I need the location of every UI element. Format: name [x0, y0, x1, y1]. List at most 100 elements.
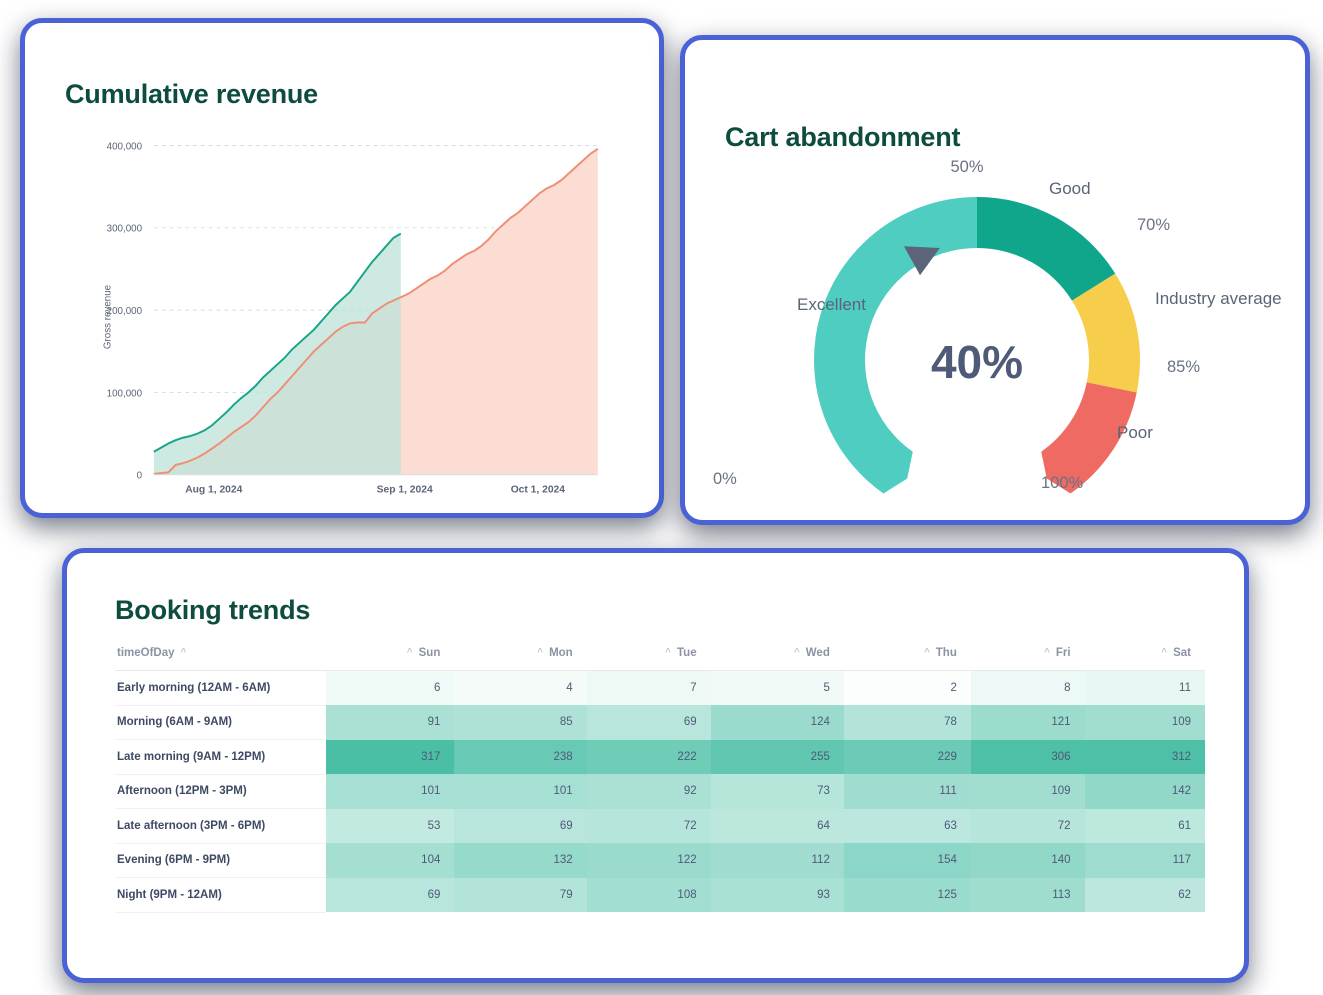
- heatmap-cell-tue[interactable]: 108: [586, 877, 711, 912]
- chevron-up-icon[interactable]: ^: [1044, 647, 1050, 658]
- gauge-band-label-excellent: Excellent: [797, 295, 866, 314]
- heatmap-cell-fri[interactable]: 113: [970, 877, 1085, 912]
- y-axis-tick-label: 0: [137, 471, 143, 482]
- chevron-up-icon[interactable]: ^: [406, 647, 413, 658]
- heatmap-cell-tue[interactable]: 92: [586, 774, 711, 809]
- heatmap-cell-fri[interactable]: 8: [970, 670, 1085, 705]
- heatmap-cell-wed[interactable]: 93: [710, 877, 844, 912]
- heatmap-cell-sat[interactable]: 11: [1084, 670, 1205, 705]
- column-header-label: Thu: [935, 647, 957, 659]
- heatmap-cell-sun[interactable]: 53: [326, 808, 455, 843]
- heatmap-cell-tue[interactable]: 222: [586, 739, 711, 774]
- gauge-band-industry-average[interactable]: [1071, 273, 1140, 393]
- gauge-band-good[interactable]: [977, 197, 1116, 301]
- column-header-timeofday[interactable]: timeOfDay ^: [115, 647, 326, 671]
- heatmap-cell-sat[interactable]: 109: [1084, 705, 1205, 740]
- heatmap-cell-wed[interactable]: 73: [710, 774, 844, 809]
- heatmap-cell-sat[interactable]: 62: [1084, 877, 1205, 912]
- heatmap-cell-thu[interactable]: 125: [843, 877, 971, 912]
- heatmap-cell-thu[interactable]: 78: [843, 705, 971, 740]
- heatmap-cell-mon[interactable]: 132: [454, 843, 587, 878]
- row-label: Late afternoon (3PM - 6PM): [115, 808, 326, 844]
- column-header-tue[interactable]: ^ Tue: [586, 647, 711, 671]
- heatmap-cell-tue[interactable]: 7: [586, 670, 711, 705]
- row-label: Night (9PM - 12AM): [115, 877, 326, 913]
- heatmap-cell-thu[interactable]: 229: [843, 739, 971, 774]
- heatmap-cell-sat[interactable]: 117: [1084, 843, 1205, 878]
- heatmap-cell-fri[interactable]: 72: [970, 808, 1085, 843]
- heatmap-cell-wed[interactable]: 255: [710, 739, 844, 774]
- column-header-sun[interactable]: ^ Sun: [326, 647, 455, 671]
- table-row[interactable]: Morning (6AM - 9AM) 91 85 69 124 78 121 109: [115, 705, 1205, 740]
- gauge-tick-label-0pct: 0%: [713, 470, 737, 488]
- heatmap-cell-sun[interactable]: 104: [326, 843, 455, 878]
- heatmap-cell-mon[interactable]: 238: [454, 739, 587, 774]
- column-header-sat[interactable]: ^ Sat: [1084, 647, 1205, 671]
- y-axis-tick-label: 400,000: [107, 141, 143, 152]
- chevron-up-icon[interactable]: ^: [923, 647, 930, 658]
- column-header-wed[interactable]: ^ Wed: [710, 647, 844, 671]
- heatmap-cell-sun[interactable]: 69: [326, 877, 455, 912]
- table-row[interactable]: Early morning (12AM - 6AM) 6 4 7 5 2 8 11: [115, 670, 1205, 706]
- gauge-band-excellent[interactable]: [814, 197, 977, 494]
- heatmap-cell-sun[interactable]: 91: [326, 705, 455, 740]
- heatmap-cell-mon[interactable]: 4: [454, 670, 587, 705]
- previous-period-area: [153, 233, 401, 475]
- cumulative-revenue-card: Cumulative revenue 0 100,000 200,000 300,00…: [20, 18, 664, 518]
- cumulative-revenue-area-chart[interactable]: 0 100,000 200,000 300,000 400,000 Gross reven…: [25, 23, 659, 513]
- heatmap-cell-thu[interactable]: 63: [843, 808, 971, 843]
- heatmap-cell-mon[interactable]: 101: [454, 774, 587, 809]
- column-header-thu[interactable]: ^ Thu: [843, 647, 971, 671]
- cart-abandonment-gauge[interactable]: 40% 0% 50% 70% 85% 100% Excellent Good Industry …: [705, 150, 1295, 520]
- table-row[interactable]: Afternoon (12PM - 3PM) 101 101 92 73 111 109 14…: [115, 774, 1205, 809]
- page-title-cumulative-revenue: Cumulative revenue: [65, 79, 318, 109]
- column-header-label: Mon: [549, 647, 573, 659]
- heatmap-cell-tue[interactable]: 122: [586, 843, 711, 878]
- heatmap-cell-tue[interactable]: 72: [586, 808, 711, 843]
- row-label: Early morning (12AM - 6AM): [115, 670, 326, 706]
- table-row[interactable]: Night (9PM - 12AM) 69 79 108 93 125 113 62: [115, 877, 1205, 913]
- heatmap-cell-wed[interactable]: 64: [710, 808, 844, 843]
- chevron-up-icon[interactable]: ^: [793, 647, 800, 658]
- heatmap-cell-tue[interactable]: 69: [586, 705, 711, 740]
- gauge-tick-label-50pct: 50%: [950, 158, 983, 176]
- heatmap-cell-sat[interactable]: 61: [1084, 808, 1205, 843]
- column-header-label: Sat: [1173, 647, 1191, 659]
- heatmap-cell-thu[interactable]: 111: [843, 774, 971, 809]
- table-row[interactable]: Evening (6PM - 9PM) 104 132 122 112 154 140 117: [115, 843, 1205, 878]
- booking-trends-table: timeOfDay ^ ^ Sun ^ Mon ^ Tue ^ Wed ^ Thu ^ Fri ^ Sat E…: [115, 647, 1205, 913]
- heatmap-cell-sat[interactable]: 142: [1084, 774, 1205, 809]
- column-header-label: Tue: [677, 647, 697, 659]
- chevron-up-icon[interactable]: ^: [537, 647, 544, 658]
- heatmap-cell-wed[interactable]: 112: [710, 843, 844, 878]
- heatmap-cell-sat[interactable]: 312: [1084, 739, 1205, 774]
- heatmap-cell-mon[interactable]: 69: [454, 808, 587, 843]
- table-row[interactable]: Late morning (9AM - 12PM) 317 238 222 255 229…: [115, 739, 1205, 775]
- heatmap-cell-fri[interactable]: 140: [970, 843, 1085, 878]
- chevron-up-icon[interactable]: ^: [665, 647, 672, 658]
- booking-trends-card: Booking trends timeOfDay ^ ^ Sun ^ Mon ^ Tue ^ We…: [62, 548, 1249, 983]
- table-row[interactable]: Late afternoon (3PM - 6PM) 53 69 72 64 63 72 61: [115, 808, 1205, 844]
- heatmap-cell-thu[interactable]: 2: [843, 670, 971, 705]
- heatmap-cell-wed[interactable]: 5: [710, 670, 844, 705]
- y-axis-title: Gross revenue: [103, 284, 114, 349]
- heatmap-cell-sun[interactable]: 317: [326, 739, 455, 774]
- heatmap-cell-mon[interactable]: 85: [454, 705, 587, 740]
- gauge-band-label-good: Good: [1049, 179, 1091, 198]
- column-header-mon[interactable]: ^ Mon: [454, 647, 587, 671]
- page-title-booking-trends: Booking trends: [115, 595, 311, 625]
- heatmap-cell-sun[interactable]: 6: [326, 670, 455, 705]
- heatmap-cell-fri[interactable]: 306: [970, 739, 1085, 774]
- heatmap-cell-wed[interactable]: 124: [710, 705, 844, 740]
- heatmap-cell-mon[interactable]: 79: [454, 877, 587, 912]
- gauge-tick-label-100pct: 100%: [1041, 474, 1084, 492]
- chevron-up-icon[interactable]: ^: [1161, 647, 1168, 658]
- heatmap-cell-fri[interactable]: 121: [970, 705, 1085, 740]
- chevron-up-icon[interactable]: ^: [180, 647, 187, 658]
- heatmap-cell-sun[interactable]: 101: [326, 774, 455, 809]
- column-header-label: Wed: [805, 647, 830, 659]
- heatmap-cell-fri[interactable]: 109: [970, 774, 1085, 809]
- column-header-fri[interactable]: ^ Fri: [970, 647, 1085, 671]
- gauge-band-poor[interactable]: [1041, 382, 1137, 494]
- heatmap-cell-thu[interactable]: 154: [843, 843, 971, 878]
